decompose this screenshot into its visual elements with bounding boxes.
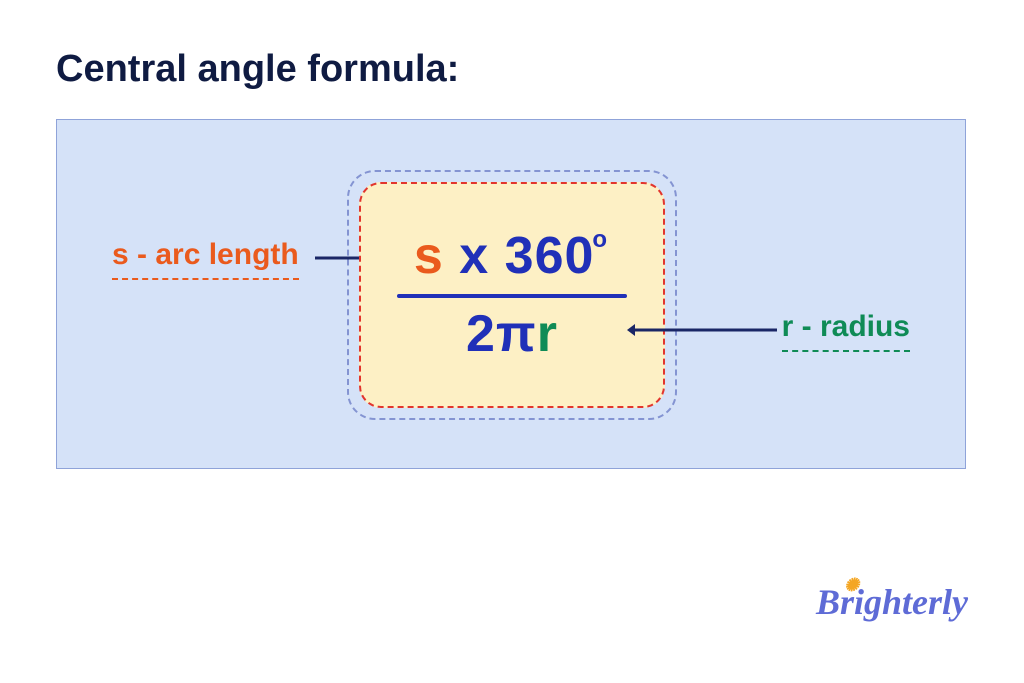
fraction-bar bbox=[397, 294, 627, 298]
sun-icon: ✺ bbox=[844, 575, 859, 596]
formula-denominator: 2πr bbox=[466, 308, 558, 360]
radius-label: r - radius bbox=[782, 310, 910, 352]
degree-symbol: o bbox=[592, 226, 608, 253]
diagram-box: s - arc length s x 360o 2πr r - radius bbox=[56, 119, 966, 469]
arc-length-label: s - arc length bbox=[112, 238, 299, 280]
formula-numerator: s x 360o bbox=[414, 230, 610, 282]
formula-box: s x 360o 2πr bbox=[359, 182, 665, 408]
var-r: r bbox=[537, 305, 558, 363]
page-title: Central angle formula: bbox=[56, 48, 968, 91]
brand-text: Brighterly bbox=[816, 582, 968, 622]
arrow-r bbox=[627, 320, 777, 340]
denom-prefix: 2π bbox=[466, 305, 537, 363]
brand-logo: ✺ Brighterly bbox=[816, 581, 968, 623]
numerator-rest: x 360 bbox=[444, 227, 595, 285]
var-s: s bbox=[414, 227, 444, 285]
